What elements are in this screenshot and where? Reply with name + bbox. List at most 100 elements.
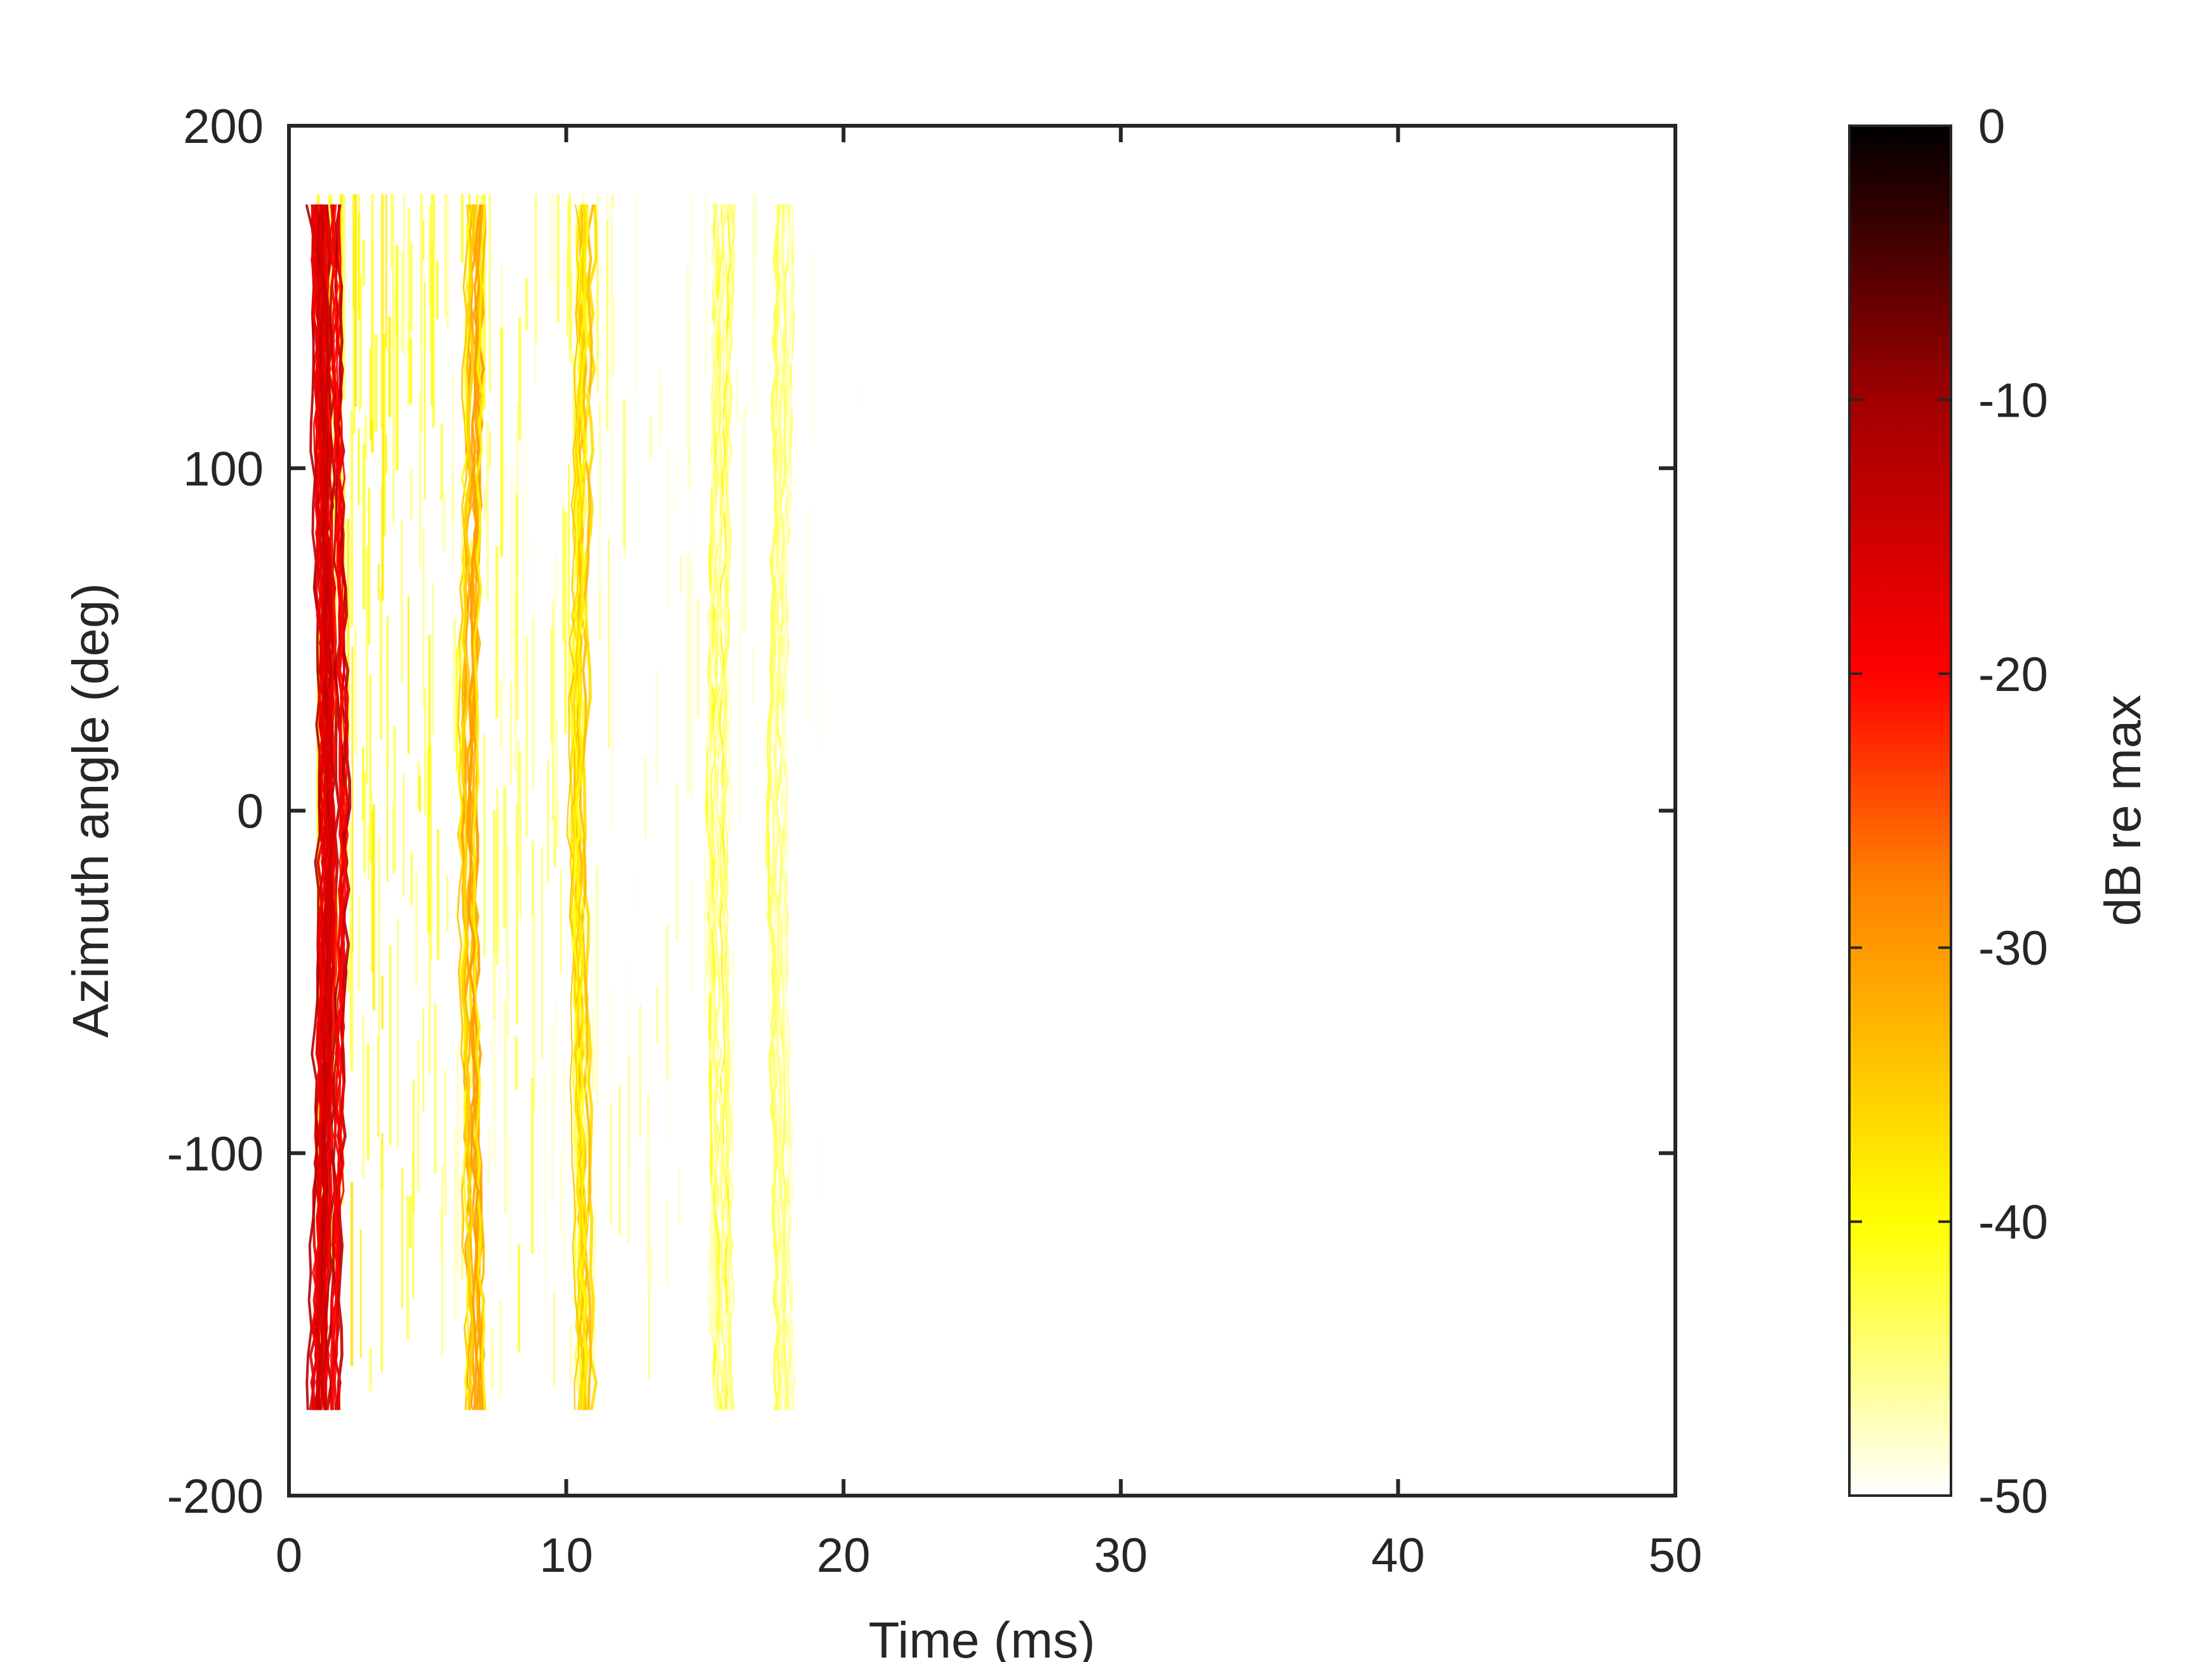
colorbar: 0 -10 -20 -30 -40 -50 dB re max: [1848, 100, 2151, 1524]
heatmap-streak: [560, 1153, 562, 1235]
heatmap-streak: [553, 587, 557, 817]
heatmap-streak: [366, 546, 368, 785]
colorbar-gradient: [1848, 124, 1952, 1497]
heatmap-streak: [730, 391, 732, 464]
heatmap-streak: [610, 288, 613, 505]
heatmap-streak: [434, 1003, 437, 1174]
heatmap-streak: [741, 1064, 744, 1256]
heatmap-streak: [622, 399, 626, 548]
heatmap-streak: [362, 747, 365, 821]
heatmap-streak: [768, 846, 770, 1021]
colorbar-tick-label: -10: [1978, 373, 2048, 427]
heatmap-streak: [823, 783, 826, 975]
heatmap-streak: [666, 925, 669, 1079]
heatmap-streak: [555, 556, 558, 607]
heatmap-streak: [857, 873, 859, 934]
colorbar-tick-label: -30: [1978, 921, 2048, 975]
y-tick-label: 200: [183, 100, 264, 154]
heatmap-streak: [556, 796, 560, 847]
heatmap-streak: [347, 518, 350, 740]
heatmap-streak: [855, 353, 857, 466]
heatmap-streak: [594, 1000, 597, 1170]
x-tick-label: 50: [1649, 1529, 1703, 1583]
heatmap-streak: [683, 742, 685, 785]
heatmap-streak: [753, 194, 756, 319]
heatmap-streak: [739, 194, 742, 311]
colorbar-tick-label: -50: [1978, 1470, 2048, 1524]
heatmap-streak: [813, 603, 815, 657]
heatmap-streak: [568, 464, 570, 633]
heatmap-streak: [690, 484, 692, 636]
heatmap-streak: [380, 194, 384, 427]
heatmap-streak: [749, 472, 751, 644]
heatmap-streak: [369, 674, 372, 862]
reflection-trace: [722, 204, 736, 1411]
reflection-trace: [772, 204, 787, 1411]
reflection-trace: [457, 204, 473, 1411]
colorbar-label: dB re max: [2095, 695, 2151, 927]
heatmap-streak: [510, 681, 512, 784]
heatmap-streak: [862, 347, 866, 417]
heatmap-streak: [546, 759, 549, 883]
heatmap-streak: [362, 1014, 365, 1178]
heatmap-streak: [427, 749, 431, 934]
heatmap-streak: [857, 409, 859, 560]
heatmap-streak: [430, 754, 432, 962]
heatmap-layer: [305, 194, 871, 1411]
heatmap-streak: [815, 1153, 817, 1331]
direct-sound-trace: [311, 204, 328, 1411]
heatmap-streak: [659, 371, 662, 445]
heatmap-streak: [561, 507, 565, 643]
heatmap-streak: [424, 281, 426, 500]
heatmap-streak: [595, 866, 598, 1105]
colorbar-ticks: 0 -10 -20 -30 -40 -50: [1849, 100, 2048, 1524]
direct-sound-trace: [305, 204, 321, 1411]
heatmap-streak: [564, 511, 567, 734]
heatmap-streak: [347, 941, 350, 991]
heatmap-streak: [516, 803, 518, 1024]
heatmap-streak: [594, 596, 597, 707]
heatmap-streak: [608, 539, 610, 749]
heatmap-streak: [386, 616, 389, 770]
heatmap-streak: [610, 194, 613, 302]
heatmap-streak: [436, 260, 439, 319]
heatmap-streak: [401, 252, 404, 351]
direct-sound-trace: [311, 204, 328, 1411]
heatmap-streak: [509, 1135, 512, 1273]
reflection-trace: [472, 204, 486, 1411]
heatmap-streak: [387, 751, 389, 883]
plot-area: 0 10 20 30 40 50 200 100 0 -100 -200: [167, 100, 1702, 1583]
heatmap-streak: [419, 392, 422, 567]
heatmap-streak: [754, 720, 756, 805]
heatmap-streak: [391, 194, 392, 267]
heatmap-streak: [518, 317, 521, 440]
y-tick-label: -200: [167, 1470, 264, 1524]
heatmap-streak: [612, 209, 615, 296]
heatmap-streak: [352, 194, 355, 309]
heatmap-streak: [807, 507, 810, 727]
heatmap-streak: [374, 334, 378, 432]
heatmap-streak: [534, 537, 537, 763]
heatmap-streak: [445, 194, 446, 317]
heatmap-streak: [562, 1057, 565, 1270]
heatmap-streak: [618, 1085, 621, 1236]
heatmap-streak: [428, 634, 431, 817]
heatmap-streak: [680, 555, 683, 594]
heatmap-streak: [351, 647, 354, 766]
heatmap-streak: [544, 1213, 547, 1377]
heatmap-streak: [493, 810, 496, 1021]
heatmap-streak: [774, 1241, 777, 1400]
heatmap-streak: [649, 554, 652, 726]
reflection-trace: [765, 204, 782, 1411]
heatmap-streak: [488, 194, 491, 392]
heatmap-streak: [639, 1005, 641, 1139]
heatmap-streak: [387, 316, 391, 417]
x-axis-label: Time (ms): [869, 1612, 1096, 1662]
heatmap-streak: [694, 494, 696, 702]
heatmap-streak: [678, 1170, 680, 1223]
heatmap-streak: [354, 194, 358, 407]
heatmap-streak: [866, 311, 869, 494]
heatmap-streak: [563, 194, 565, 328]
reflection-trace: [573, 204, 589, 1411]
heatmap-streak: [566, 249, 569, 336]
